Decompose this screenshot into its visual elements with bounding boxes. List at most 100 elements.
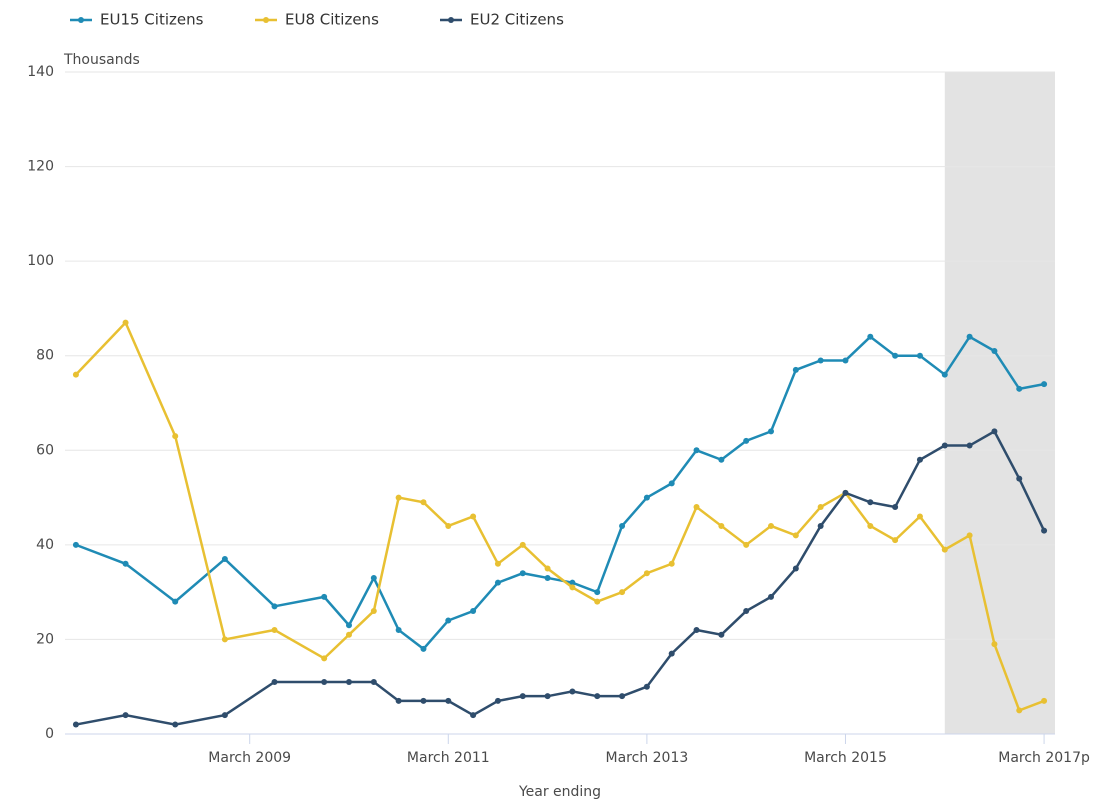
data-point: [470, 608, 477, 615]
data-point: [370, 608, 377, 615]
data-point: [122, 560, 129, 567]
data-point: [1041, 381, 1048, 388]
data-point: [172, 433, 179, 440]
data-point: [594, 598, 601, 605]
data-point: [817, 357, 824, 364]
data-point: [916, 513, 923, 520]
x-tick-label: March 2009: [208, 750, 291, 766]
data-point: [519, 693, 526, 700]
data-point: [271, 626, 278, 633]
data-point: [892, 352, 899, 359]
legend-label: EU8 Citizens: [285, 11, 379, 29]
data-point: [941, 546, 948, 553]
data-point: [668, 480, 675, 487]
data-point: [569, 688, 576, 695]
data-point: [941, 442, 948, 449]
data-point: [221, 712, 228, 719]
data-point: [172, 598, 179, 605]
data-point: [966, 532, 973, 539]
legend-marker: [78, 17, 84, 23]
data-point: [395, 626, 402, 633]
data-point: [842, 357, 849, 364]
data-point: [370, 678, 377, 685]
data-point: [221, 636, 228, 643]
x-axis-label: Year ending: [518, 784, 601, 800]
data-point: [172, 721, 179, 728]
data-point: [1041, 527, 1048, 534]
data-point: [594, 693, 601, 700]
data-point: [221, 556, 228, 563]
data-point: [345, 678, 352, 685]
data-point: [494, 697, 501, 704]
data-point: [619, 589, 626, 596]
y-tick-label: 80: [36, 348, 54, 364]
data-point: [445, 697, 452, 704]
data-point: [370, 574, 377, 581]
data-point: [72, 541, 79, 548]
data-point: [470, 712, 477, 719]
data-point: [966, 333, 973, 340]
data-point: [1016, 475, 1023, 482]
data-point: [420, 697, 427, 704]
legend-label: EU15 Citizens: [100, 11, 204, 29]
data-point: [1016, 385, 1023, 392]
data-point: [892, 537, 899, 544]
y-tick-label: 20: [36, 631, 54, 647]
y-tick-label: 100: [27, 253, 54, 269]
data-point: [743, 608, 750, 615]
data-point: [643, 683, 650, 690]
data-point: [817, 504, 824, 511]
x-tick-label: March 2015: [804, 750, 887, 766]
data-point: [72, 371, 79, 378]
highlight-band: [944, 72, 1055, 734]
data-point: [916, 456, 923, 463]
data-point: [743, 437, 750, 444]
data-point: [916, 352, 923, 359]
y-tick-label: 0: [45, 726, 54, 742]
x-tick-label: March 2013: [606, 750, 689, 766]
data-point: [395, 697, 402, 704]
data-point: [792, 565, 799, 572]
data-point: [345, 622, 352, 629]
legend-label: EU2 Citizens: [470, 11, 564, 29]
data-point: [991, 641, 998, 648]
data-point: [867, 333, 874, 340]
data-point: [792, 532, 799, 539]
data-point: [768, 593, 775, 600]
data-point: [445, 522, 452, 529]
data-point: [420, 499, 427, 506]
data-point: [718, 456, 725, 463]
x-tick-label: March 2017p: [998, 750, 1090, 766]
data-point: [693, 504, 700, 511]
data-point: [867, 499, 874, 506]
data-point: [494, 560, 501, 567]
data-point: [941, 371, 948, 378]
data-point: [470, 513, 477, 520]
data-point: [594, 589, 601, 596]
data-point: [122, 319, 129, 326]
data-point: [271, 603, 278, 610]
data-point: [544, 693, 551, 700]
y-axis-label: Thousands: [63, 52, 140, 68]
y-tick-label: 140: [27, 64, 54, 80]
data-point: [991, 347, 998, 354]
data-point: [842, 489, 849, 496]
data-point: [668, 650, 675, 657]
data-point: [768, 522, 775, 529]
y-tick-label: 40: [36, 537, 54, 553]
data-point: [643, 494, 650, 501]
data-point: [817, 522, 824, 529]
data-point: [445, 617, 452, 624]
data-point: [420, 645, 427, 652]
data-point: [321, 593, 328, 600]
data-point: [619, 522, 626, 529]
data-point: [619, 693, 626, 700]
x-tick-label: March 2011: [407, 750, 490, 766]
data-point: [991, 428, 998, 435]
data-point: [743, 541, 750, 548]
data-point: [892, 504, 899, 511]
legend-marker: [448, 17, 454, 23]
data-point: [321, 678, 328, 685]
